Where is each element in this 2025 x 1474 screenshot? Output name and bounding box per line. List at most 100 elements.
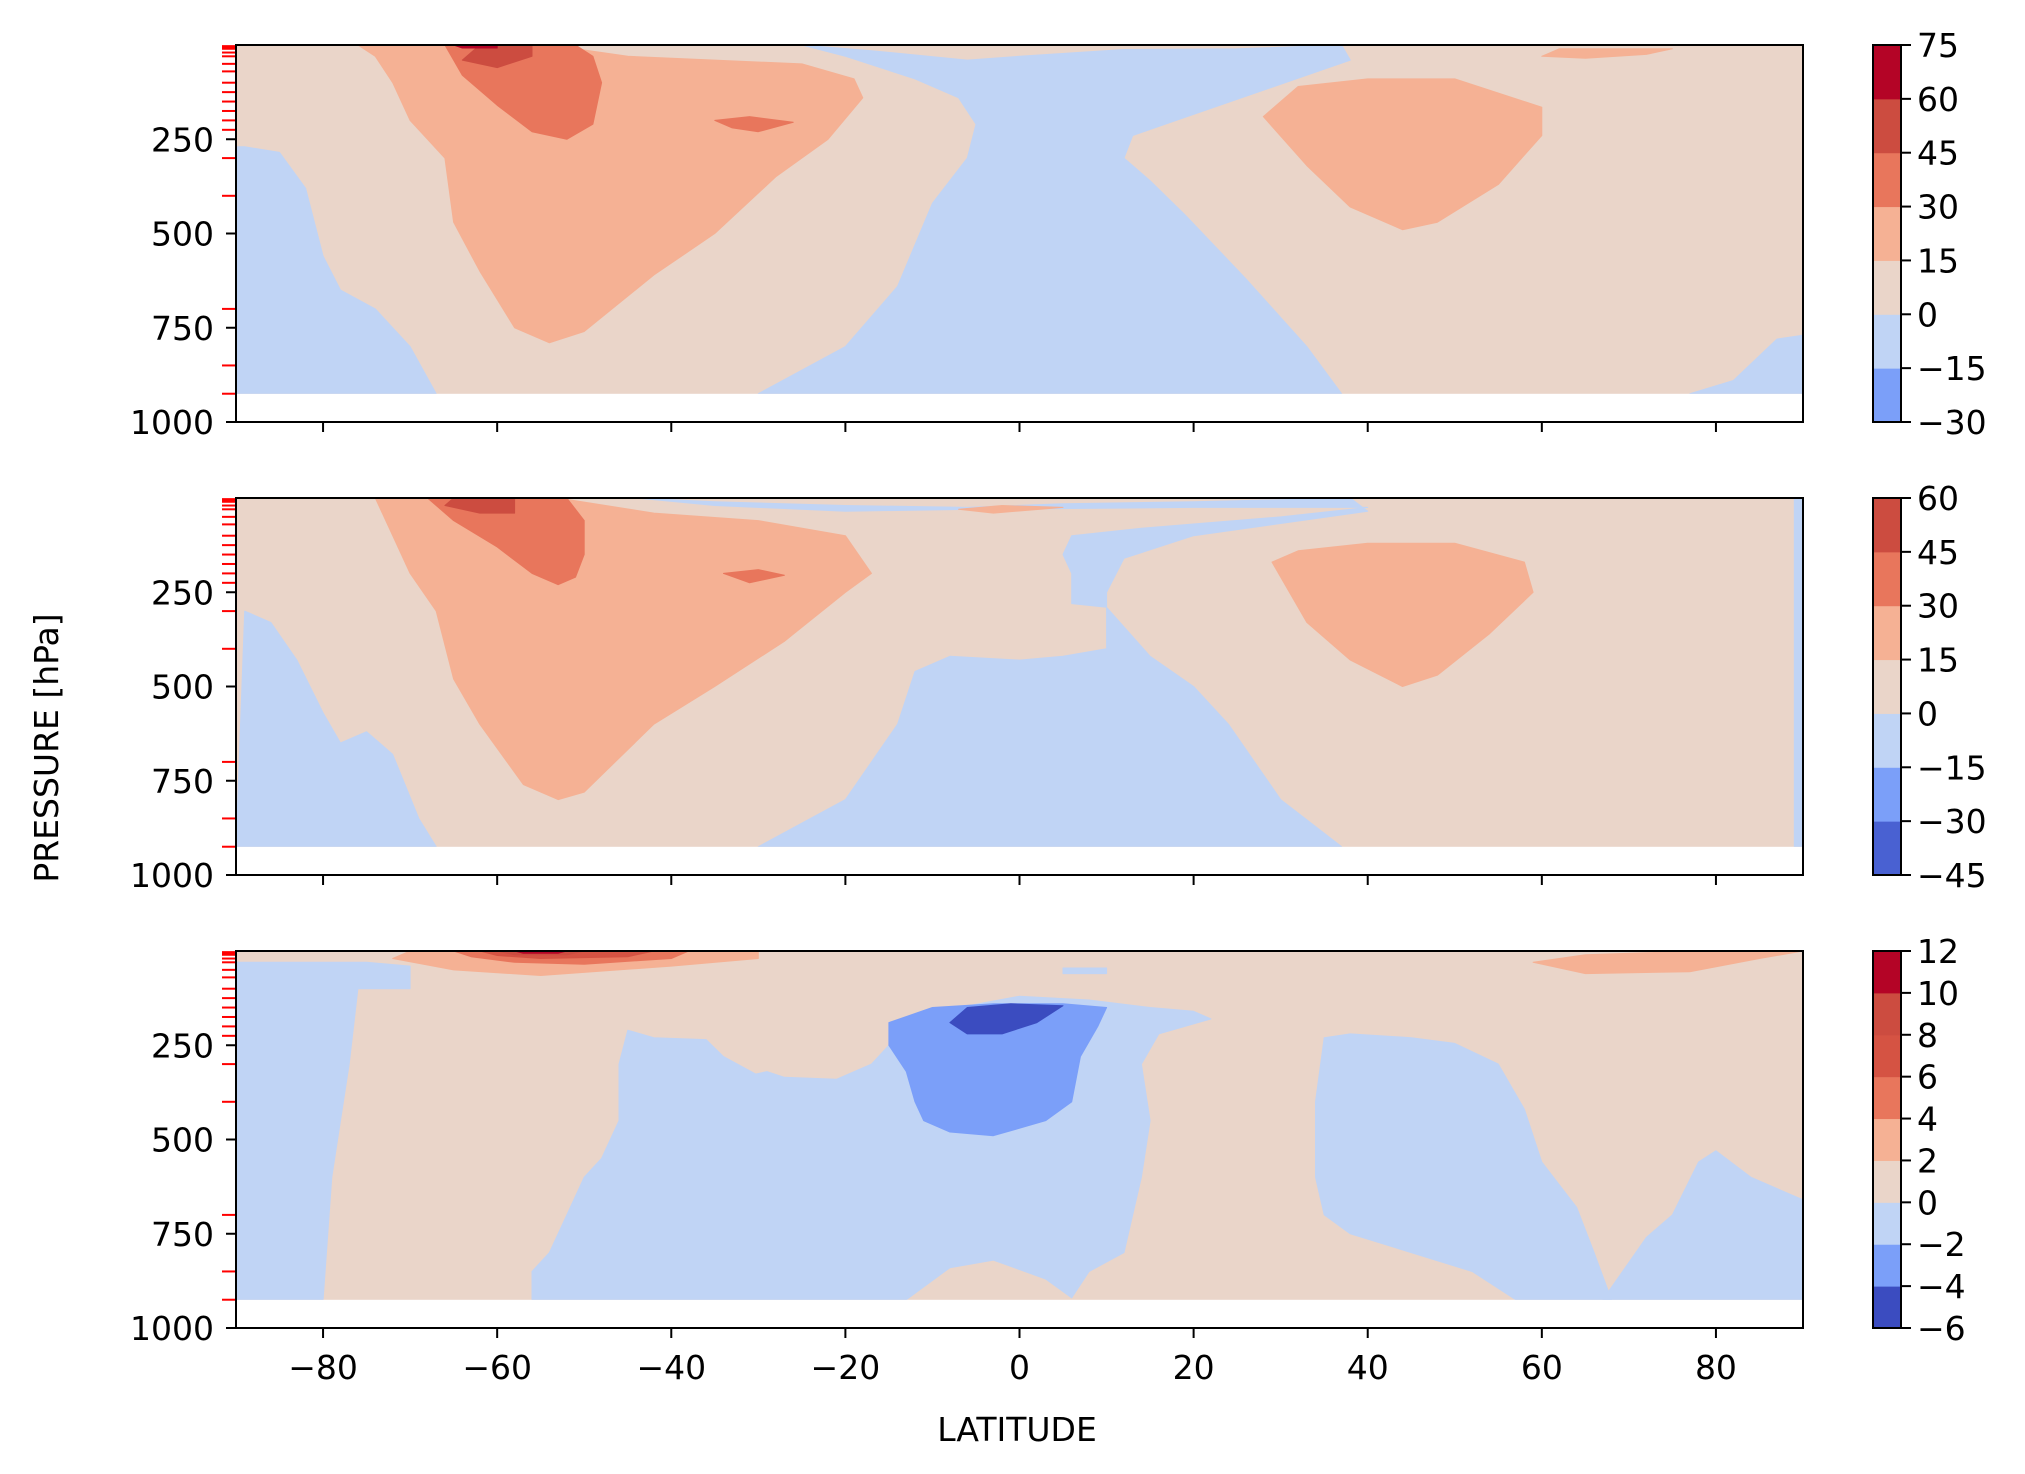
contour-region-6	[888, 1003, 1108, 1137]
panel-2: 250 500 750 1000 −45 −30 −15 0 15 30 45 60	[130, 479, 1987, 895]
x-tick-label: −40	[636, 1348, 706, 1387]
colorbar-band	[1873, 1034, 1901, 1078]
x-tick-label: 0	[1009, 1348, 1030, 1387]
y-axis-title: PRESSURE [hPa]	[27, 613, 66, 882]
contour-fills	[236, 498, 1803, 847]
colorbar-tick-label: 2	[1917, 1141, 1938, 1180]
colorbar-band	[1873, 951, 1901, 994]
colorbar-band	[1873, 1076, 1901, 1120]
colorbar-band	[1873, 314, 1901, 369]
contour-region-3	[1793, 498, 1803, 847]
contour-fills	[236, 951, 1803, 1300]
colorbar-band	[1873, 713, 1901, 768]
colorbar-tick-label: 0	[1917, 1183, 1938, 1222]
colorbar-frame	[1872, 44, 1902, 423]
contour-region-6	[1541, 48, 1673, 59]
colorbar-band	[1873, 98, 1901, 154]
panel-1: 250 500 750 1000 −30 −15 0 15 30 45 60 75	[130, 26, 1987, 442]
colorbar-frame	[1872, 497, 1902, 876]
y-tick-label: 500	[151, 1121, 214, 1160]
colorbar-tick-label: −30	[1917, 403, 1987, 442]
colorbar-tick-label: 0	[1917, 694, 1938, 733]
contour-region-9	[444, 498, 516, 514]
colorbar-band	[1873, 1286, 1901, 1329]
colorbar-band	[1873, 206, 1901, 261]
colorbar-tick-label: 30	[1917, 188, 1959, 227]
colorbar-band	[1873, 1202, 1901, 1245]
colorbar-tick-label: −4	[1917, 1267, 1966, 1306]
y-tick-label: 750	[151, 309, 214, 348]
contour-region-8	[714, 116, 794, 133]
colorbar-band	[1873, 551, 1901, 607]
contour-region-8	[723, 569, 785, 584]
contour-region-3	[1689, 334, 1803, 394]
model-level-markers	[222, 45, 236, 395]
colorbar-band	[1873, 605, 1901, 661]
contour-region-2	[757, 45, 1351, 394]
colorbar-tick-label: −6	[1917, 1309, 1966, 1348]
colorbar-band	[1873, 45, 1901, 100]
colorbar: −30 −15 0 15 30 45 60 75	[1872, 26, 1987, 442]
x-tick-label: 40	[1347, 1348, 1389, 1387]
colorbar-band	[1873, 992, 1901, 1036]
colorbar-band	[1873, 821, 1901, 876]
x-tick-label: −80	[288, 1348, 358, 1387]
contour-fills	[236, 45, 1803, 394]
contour-region-6	[958, 505, 1064, 514]
x-tick-label: 80	[1695, 1348, 1737, 1387]
colorbar-tick-label: −15	[1917, 748, 1987, 787]
contour-region-7	[444, 45, 603, 140]
colorbar-tick-label: 8	[1917, 1016, 1938, 1055]
contour-region-7	[427, 498, 585, 586]
contour-region-4	[1602, 1150, 1803, 1300]
colorbar-tick-label: 15	[1917, 641, 1959, 680]
colorbar-tick-label: −30	[1917, 802, 1987, 841]
contour-region-5	[1271, 542, 1534, 687]
x-tick-label: −20	[811, 1348, 881, 1387]
y-tick-label: 250	[151, 120, 214, 159]
x-tick-label: 60	[1521, 1348, 1563, 1387]
contour-region-5	[1062, 967, 1108, 975]
colorbar-band	[1873, 1160, 1901, 1203]
colorbar-band	[1873, 1244, 1901, 1287]
contour-region-7	[949, 1003, 1064, 1035]
colorbar-band	[1873, 260, 1901, 315]
contour-region-3	[1315, 1033, 1612, 1300]
colorbar-tick-label: −45	[1917, 856, 1987, 895]
model-level-markers	[222, 951, 236, 1301]
colorbar-tick-label: 0	[1917, 295, 1938, 334]
colorbar-band	[1873, 368, 1901, 423]
colorbar-tick-label: 10	[1917, 974, 1959, 1013]
colorbar: −45 −30 −15 0 15 30 45 60	[1872, 479, 1987, 895]
colorbar-tick-label: −15	[1917, 349, 1987, 388]
y-tick-label: 1000	[130, 1309, 214, 1348]
colorbar-band	[1873, 767, 1901, 822]
y-tick-label: 750	[151, 1215, 214, 1254]
contour-region-1	[236, 961, 411, 1300]
colorbar-tick-label: 6	[1917, 1058, 1938, 1097]
colorbar-band	[1873, 498, 1901, 553]
colorbar-tick-label: 4	[1917, 1100, 1938, 1139]
colorbar-tick-label: 45	[1917, 134, 1959, 173]
contour-region-5	[1262, 78, 1543, 231]
colorbar-frame	[1872, 950, 1902, 1329]
colorbar-band	[1873, 659, 1901, 714]
contour-region-1	[236, 146, 437, 394]
colorbar-tick-label: 60	[1917, 479, 1959, 518]
colorbar-tick-label: 75	[1917, 26, 1959, 65]
colorbar-tick-label: 30	[1917, 587, 1959, 626]
colorbar-band	[1873, 1118, 1901, 1161]
colorbar-band	[1873, 152, 1901, 208]
y-tick-label: 250	[151, 1026, 214, 1065]
contour-region-9	[461, 45, 533, 69]
colorbar-tick-label: −2	[1917, 1225, 1966, 1264]
x-tick-label: −60	[462, 1348, 532, 1387]
contour-region-2	[636, 498, 1369, 847]
contour-region-1	[236, 610, 437, 847]
colorbar-tick-label: 12	[1917, 932, 1959, 971]
colorbar-tick-label: 15	[1917, 241, 1959, 280]
y-tick-label: 250	[151, 573, 214, 612]
